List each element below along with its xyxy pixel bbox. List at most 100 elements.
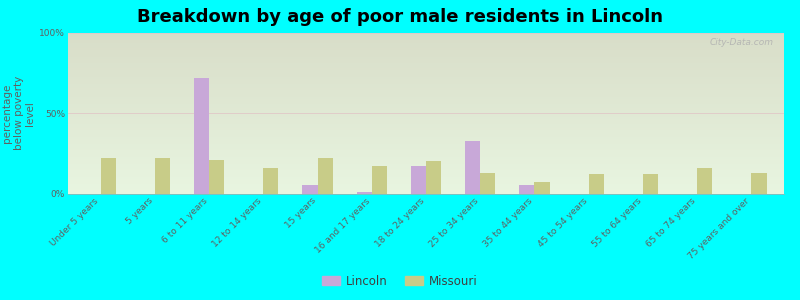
Bar	[68, 175, 784, 176]
Bar	[68, 177, 784, 178]
Bar	[68, 67, 784, 68]
Bar	[68, 95, 784, 96]
Bar	[68, 148, 784, 149]
Bar	[68, 56, 784, 57]
Bar	[68, 118, 784, 119]
Bar	[68, 152, 784, 153]
Bar	[68, 157, 784, 158]
Bar	[68, 159, 784, 160]
Bar	[68, 40, 784, 41]
Bar	[68, 172, 784, 173]
Bar	[68, 38, 784, 39]
Bar	[68, 44, 784, 45]
Bar	[68, 154, 784, 155]
Bar	[68, 81, 784, 82]
Bar	[68, 104, 784, 105]
Bar	[68, 193, 784, 194]
Bar	[68, 72, 784, 73]
Bar	[68, 147, 784, 148]
Bar	[68, 46, 784, 47]
Bar	[68, 156, 784, 157]
Bar	[68, 99, 784, 100]
Bar	[68, 111, 784, 112]
Bar	[68, 113, 784, 114]
Bar	[68, 103, 784, 104]
Bar	[68, 179, 784, 180]
Bar	[68, 83, 784, 84]
Bar	[68, 169, 784, 170]
Bar	[68, 143, 784, 144]
Bar	[68, 151, 784, 152]
Bar	[68, 190, 784, 191]
Bar	[68, 80, 784, 81]
Bar	[263, 168, 278, 194]
Bar	[68, 144, 784, 145]
Bar	[68, 120, 784, 121]
Bar	[68, 37, 784, 38]
Bar	[68, 94, 784, 95]
Bar	[68, 136, 784, 137]
Bar	[68, 75, 784, 76]
Bar	[68, 60, 784, 61]
Bar	[68, 128, 784, 129]
Bar	[68, 127, 784, 128]
Bar	[68, 76, 784, 77]
Bar	[68, 141, 784, 142]
Bar	[411, 166, 426, 194]
Bar	[68, 70, 784, 71]
Bar	[68, 155, 784, 156]
Bar	[68, 98, 784, 99]
Bar	[68, 55, 784, 56]
Bar	[68, 54, 784, 55]
Bar	[154, 158, 170, 194]
Bar	[68, 150, 784, 151]
Bar	[68, 162, 784, 163]
Bar	[209, 160, 224, 194]
Bar	[68, 77, 784, 78]
Bar	[68, 62, 784, 63]
Bar	[68, 88, 784, 89]
Bar	[68, 105, 784, 106]
Bar	[68, 168, 784, 169]
Bar	[68, 134, 784, 135]
Bar	[68, 185, 784, 186]
Legend: Lincoln, Missouri: Lincoln, Missouri	[318, 270, 482, 292]
Bar	[68, 34, 784, 35]
Bar	[68, 164, 784, 165]
Bar	[68, 163, 784, 164]
Bar	[68, 117, 784, 118]
Bar	[68, 97, 784, 98]
Bar	[68, 180, 784, 181]
Bar	[194, 78, 209, 194]
Bar	[68, 121, 784, 122]
Bar	[68, 165, 784, 166]
Bar	[68, 63, 784, 64]
Bar	[519, 185, 534, 194]
Bar	[68, 122, 784, 123]
Bar	[68, 187, 784, 188]
Bar	[68, 149, 784, 150]
Y-axis label: percentage
below poverty
level: percentage below poverty level	[2, 76, 35, 150]
Bar	[68, 69, 784, 70]
Bar	[68, 42, 784, 43]
Bar	[68, 138, 784, 139]
Bar	[68, 109, 784, 110]
Bar	[68, 166, 784, 167]
Bar	[68, 171, 784, 172]
Bar	[68, 130, 784, 131]
Bar	[68, 123, 784, 124]
Bar	[68, 115, 784, 116]
Bar	[68, 112, 784, 113]
Bar	[68, 93, 784, 94]
Bar	[68, 92, 784, 93]
Bar	[357, 192, 372, 194]
Bar	[68, 86, 784, 87]
Bar	[68, 145, 784, 146]
Bar	[68, 106, 784, 107]
Bar	[68, 35, 784, 36]
Bar	[68, 82, 784, 83]
Bar	[101, 158, 116, 194]
Bar	[68, 107, 784, 108]
Bar	[68, 49, 784, 50]
Bar	[68, 153, 784, 154]
